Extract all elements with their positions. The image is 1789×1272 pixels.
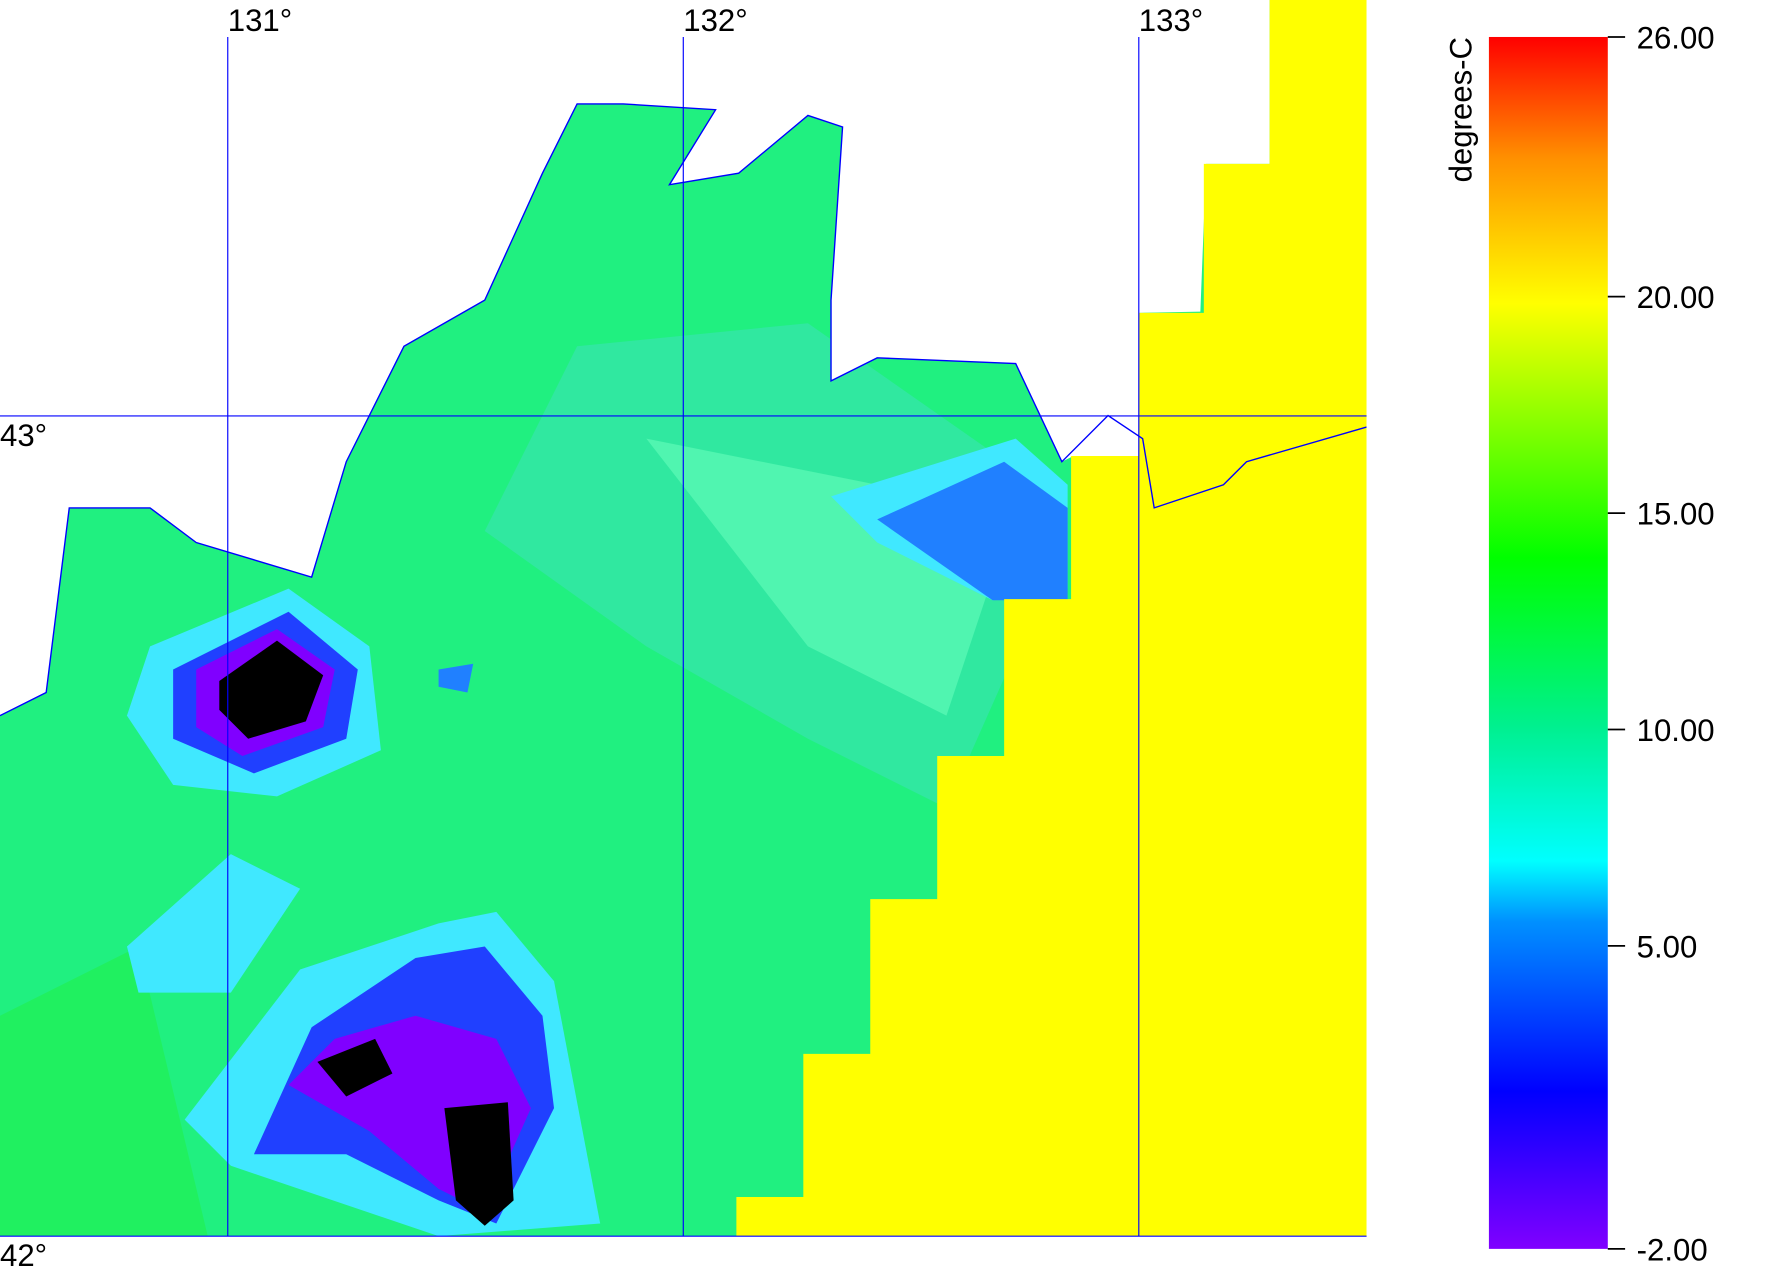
- colorbar-tick-label: -2.00: [1637, 1232, 1708, 1267]
- lat-label-bg: [0, 418, 51, 453]
- colorbar-label: degrees-C: [1444, 37, 1479, 182]
- colorbar-tick-label: 20.00: [1637, 280, 1715, 315]
- lon-label: 133°: [1139, 3, 1203, 38]
- lon-label: 132°: [683, 3, 747, 38]
- lat-label: 43°: [0, 418, 47, 453]
- colorbar-tick-label: 26.00: [1637, 21, 1715, 56]
- lat-label: 42°: [0, 1238, 47, 1272]
- lat-label-bg: [0, 1238, 51, 1272]
- graticule: 131° 132° 133° 43° 42°: [0, 3, 1367, 1272]
- lon-label: 131°: [228, 3, 292, 38]
- colorbar-tick-label: 15.00: [1637, 497, 1715, 532]
- colorbar: [1488, 36, 1608, 1249]
- colorbar-tick-label: 10.00: [1637, 713, 1715, 748]
- colorbar-tick-label: 5.00: [1637, 929, 1698, 964]
